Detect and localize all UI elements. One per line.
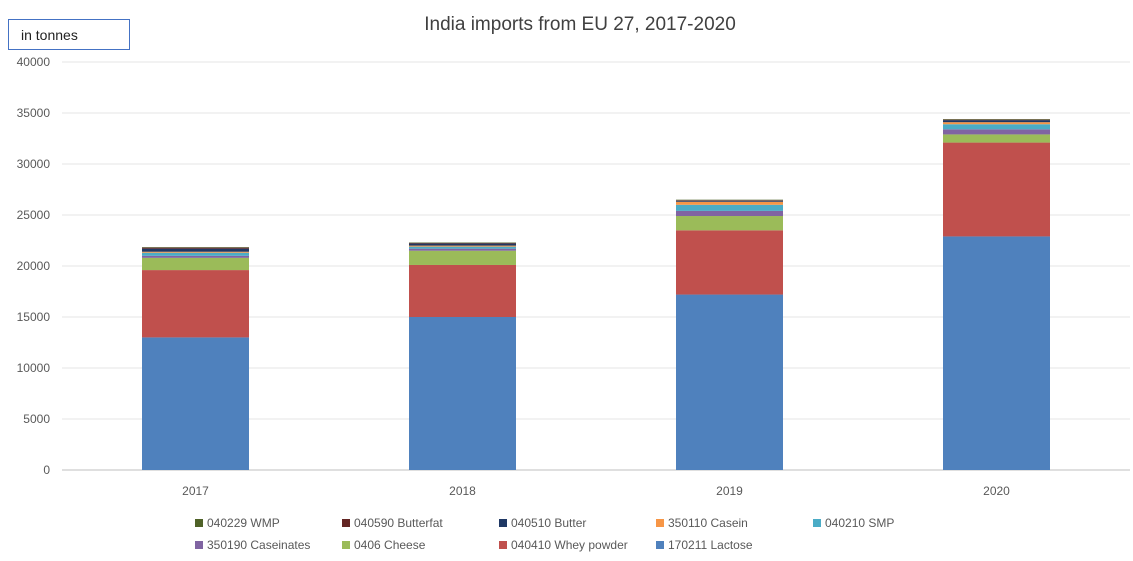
- legend-swatch: [342, 519, 350, 527]
- y-tick-label: 35000: [17, 106, 51, 120]
- legend-item: 040229 WMP: [195, 516, 342, 530]
- bar-segment: [676, 216, 783, 231]
- bar-segment: [943, 129, 1050, 135]
- legend-row: 040229 WMP 040590 Butterfat 040510 Butter 3…: [195, 512, 955, 534]
- bar-segment: [142, 248, 249, 252]
- bar-segment: [142, 252, 249, 256]
- bar-segment: [142, 270, 249, 338]
- bar-segment: [676, 294, 783, 470]
- legend-swatch: [499, 519, 507, 527]
- legend-item: 350190 Caseinates: [195, 538, 342, 552]
- bar-segment: [676, 200, 783, 201]
- legend-label: 040210 SMP: [825, 516, 895, 530]
- bar-segment: [409, 248, 516, 251]
- legend-label: 350190 Caseinates: [207, 538, 311, 552]
- legend-swatch: [195, 519, 203, 527]
- legend-label: 040590 Butterfat: [354, 516, 443, 530]
- y-tick-label: 40000: [17, 55, 51, 69]
- bar-segment: [409, 246, 516, 249]
- legend: 040229 WMP 040590 Butterfat 040510 Butter 3…: [195, 512, 955, 556]
- bar-segment: [142, 247, 249, 249]
- y-axis-ticks: 0 5000 10000 15000 20000 25000 30000 35000 40000: [17, 55, 51, 477]
- y-tick-label: 30000: [17, 157, 51, 171]
- bar-segment: [676, 230, 783, 295]
- legend-swatch: [813, 519, 821, 527]
- x-tick-label: 2019: [716, 484, 743, 498]
- bar-segment: [676, 201, 783, 205]
- x-tick-label: 2018: [449, 484, 476, 498]
- bar-segment: [943, 134, 1050, 143]
- bar-segment: [142, 251, 249, 253]
- y-tick-label: 25000: [17, 208, 51, 222]
- legend-item: 040510 Butter: [499, 516, 656, 530]
- legend-label: 040229 WMP: [207, 516, 280, 530]
- bar-segment: [676, 204, 783, 211]
- bar-segment: [676, 210, 783, 217]
- bar-segment: [409, 264, 516, 317]
- y-tick-label: 20000: [17, 259, 51, 273]
- bar-segment: [409, 243, 516, 246]
- legend-row: 350190 Caseinates 0406 Cheese 040410 Whey …: [195, 534, 955, 556]
- bar-segment: [943, 124, 1050, 130]
- bar-segment: [943, 142, 1050, 237]
- bar-segment: [409, 250, 516, 265]
- unit-label: in tonnes: [21, 27, 78, 43]
- legend-swatch: [656, 541, 664, 549]
- bar-segment: [409, 242, 516, 244]
- bar-segment: [943, 122, 1050, 125]
- legend-swatch: [342, 541, 350, 549]
- chart-title: India imports from EU 27, 2017-2020: [424, 14, 736, 35]
- bar-segment: [943, 120, 1050, 123]
- x-tick-label: 2017: [182, 484, 209, 498]
- legend-label: 040510 Butter: [511, 516, 587, 530]
- bar-segment: [409, 317, 516, 470]
- bar-segment: [142, 247, 249, 248]
- y-tick-label: 0: [43, 463, 50, 477]
- x-axis-ticks: 2017 2018 2019 2020: [182, 484, 1010, 498]
- bar-segment: [943, 236, 1050, 470]
- legend-label: 170211 Lactose: [668, 538, 753, 552]
- legend-item: 040410 Whey powder: [499, 538, 656, 552]
- y-tick-label: 10000: [17, 361, 51, 375]
- bar-segment: [142, 255, 249, 258]
- legend-label: 350110 Casein: [668, 516, 748, 530]
- bar-segment: [142, 337, 249, 470]
- bar-segment: [676, 200, 783, 202]
- legend-item: 040210 SMP: [813, 516, 953, 530]
- legend-item: 170211 Lactose: [656, 538, 813, 552]
- legend-swatch: [195, 541, 203, 549]
- legend-label: 040410 Whey powder: [511, 538, 628, 552]
- bar-segment: [142, 257, 249, 271]
- bar-segment: [409, 243, 516, 244]
- bar-segment: [943, 119, 1050, 121]
- x-tick-label: 2020: [983, 484, 1010, 498]
- legend-swatch: [499, 541, 507, 549]
- legend-item: 040590 Butterfat: [342, 516, 499, 530]
- unit-label-box: in tonnes: [8, 19, 130, 50]
- legend-item: 0406 Cheese: [342, 538, 499, 552]
- y-tick-label: 15000: [17, 310, 51, 324]
- y-tick-label: 5000: [23, 412, 50, 426]
- legend-item: 350110 Casein: [656, 516, 813, 530]
- legend-label: 0406 Cheese: [354, 538, 426, 552]
- bar-segment: [676, 199, 783, 201]
- bar-segment: [409, 245, 516, 247]
- bars: [142, 119, 1050, 470]
- bar-segment: [943, 119, 1050, 120]
- legend-swatch: [656, 519, 664, 527]
